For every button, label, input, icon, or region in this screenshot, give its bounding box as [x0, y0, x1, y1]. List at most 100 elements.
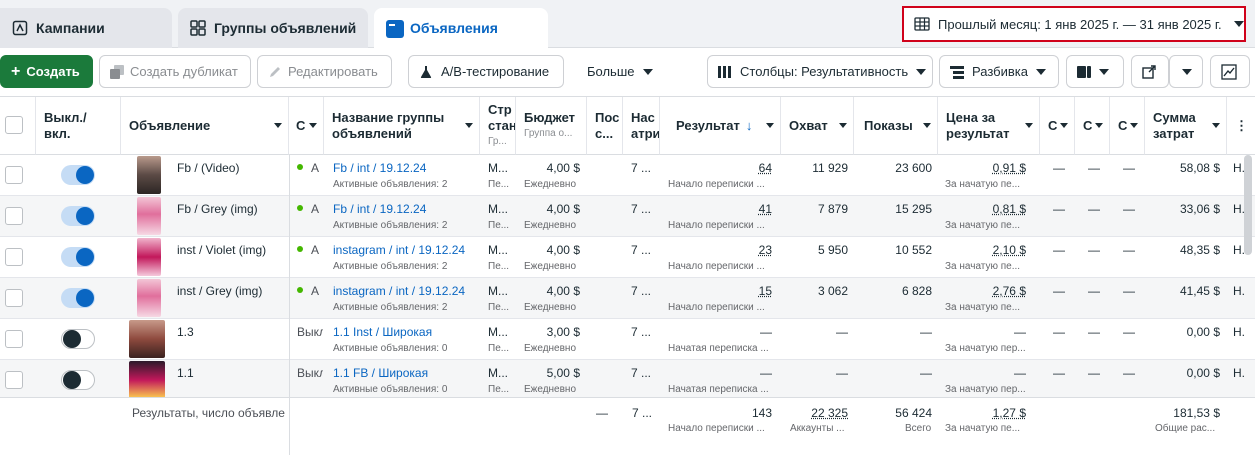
table-row[interactable]: Fb / (Video) А Fb / int / 19.12.24 Активные… — [0, 155, 1255, 196]
header-col-c2[interactable]: С — [1075, 97, 1110, 155]
footer-cpr: 1,27 $ — [945, 406, 1026, 420]
delivery-status: А — [311, 284, 323, 298]
columns-dropdown[interactable]: Столбцы: Результативность — [707, 55, 933, 88]
ab-test-button[interactable]: A/B-тестирование — [408, 55, 564, 88]
ad-toggle-switch[interactable] — [61, 206, 95, 226]
ad-name[interactable]: 1.3 — [177, 325, 287, 339]
chevron-down-icon — [916, 69, 926, 75]
ad-thumbnail[interactable] — [137, 197, 161, 235]
vertical-scrollbar[interactable] — [1244, 155, 1252, 255]
ad-toggle-switch[interactable] — [61, 288, 95, 308]
header-attribution[interactable]: Нас атри — [623, 97, 660, 155]
result-value: — — [668, 366, 772, 380]
header-delivery-label: С — [296, 118, 305, 134]
ad-toggle-switch[interactable] — [61, 247, 95, 267]
table-row[interactable]: 1.3 Выкл 1.1 Inst / Широкая Активные объявл… — [0, 319, 1255, 360]
row-checkbox[interactable] — [5, 207, 23, 225]
table-row[interactable]: inst / Grey (img) Аinstagram / int / 19.1… — [0, 278, 1255, 319]
header-last-sig-label-2: с... — [595, 126, 613, 142]
breakdown-dropdown[interactable]: Разбивка — [939, 55, 1059, 88]
select-all-checkbox[interactable] — [5, 116, 23, 134]
line-chart-icon — [1221, 64, 1237, 80]
date-range-picker[interactable]: Прошлый месяц: 1 янв 2025 г. — 31 янв 20… — [902, 6, 1246, 42]
adset-link[interactable]: instagram / int / 19.12.24 — [333, 243, 478, 257]
export-dropdown[interactable] — [1169, 55, 1203, 88]
header-result[interactable]: Результат ↓ — [660, 97, 781, 155]
delivery-status: Выкл — [297, 366, 323, 380]
attribution-value: 7 ... — [631, 325, 659, 339]
budget-value: 4,00 $ — [520, 243, 580, 257]
ad-thumbnail[interactable] — [137, 279, 161, 317]
result-sub: Начатая переписка ... — [668, 384, 776, 395]
table-row[interactable]: 1.1 Выкл 1.1 FB / Широкая Активные объявлен… — [0, 360, 1255, 401]
ad-name[interactable]: Fb / (Video) — [177, 161, 287, 175]
ad-toggle-switch[interactable] — [61, 165, 95, 185]
row-checkbox[interactable] — [5, 166, 23, 184]
header-strategy[interactable]: Стр стан Гр... — [480, 97, 516, 155]
chevron-down-icon — [839, 123, 847, 128]
ad-name[interactable]: 1.1 — [177, 366, 287, 380]
result-value: 64 — [668, 161, 772, 175]
header-cost-per-result[interactable]: Цена за результат — [938, 97, 1040, 155]
header-last-significant[interactable]: Пос с... — [587, 97, 623, 155]
header-delivery[interactable]: С — [289, 97, 324, 155]
header-toggle-label: Выкл./ вкл. — [44, 110, 104, 142]
edit-button[interactable]: Редактировать — [257, 55, 392, 88]
ad-thumbnail[interactable] — [129, 361, 165, 399]
more-dropdown[interactable]: Больше — [576, 55, 660, 88]
col-c3-value: — — [1123, 284, 1135, 298]
tab-ads[interactable]: Объявления — [374, 8, 548, 48]
header-ad[interactable]: Объявление — [121, 97, 289, 155]
header-spend[interactable]: Сумма затрат — [1145, 97, 1227, 155]
chevron-down-icon — [1036, 69, 1046, 75]
tab-campaigns[interactable]: Кампании — [0, 8, 172, 48]
header-col-c3[interactable]: С — [1110, 97, 1145, 155]
ad-toggle-switch[interactable] — [61, 329, 95, 349]
header-select-all[interactable] — [0, 97, 36, 155]
header-more[interactable]: ⋮ — [1227, 97, 1255, 155]
duplicate-button[interactable]: Создать дубликат — [99, 55, 251, 88]
ad-thumbnail[interactable] — [137, 238, 161, 276]
row-checkbox[interactable] — [5, 371, 23, 389]
create-button[interactable]: + Создать — [0, 55, 93, 88]
ad-name[interactable]: Fb / Grey (img) — [177, 202, 287, 216]
adset-link[interactable]: Fb / int / 19.12.24 — [333, 202, 478, 216]
header-budget[interactable]: Бюджет Группа о... — [516, 97, 587, 155]
adset-link[interactable]: Fb / int / 19.12.24 — [333, 161, 478, 175]
header-settings-label: Нас — [631, 110, 655, 126]
charts-button[interactable] — [1210, 55, 1250, 88]
header-impressions[interactable]: Показы — [854, 97, 938, 155]
footer-cpr-sub: За начатую пе... — [945, 423, 1029, 434]
impressions-value: 15 295 — [862, 202, 932, 216]
row-checkbox[interactable] — [5, 289, 23, 307]
reach-value: 11 929 — [790, 161, 848, 175]
tab-adsets[interactable]: Группы объявлений — [178, 8, 368, 48]
header-col-c1[interactable]: С — [1040, 97, 1075, 155]
export-button[interactable] — [1131, 55, 1169, 88]
reach-value: 7 879 — [790, 202, 848, 216]
reach-value: — — [790, 366, 848, 380]
table-row[interactable]: inst / Violet (img) Аinstagram / int / 19… — [0, 237, 1255, 278]
reports-dropdown[interactable] — [1066, 55, 1124, 88]
edit-label: Редактировать — [288, 64, 378, 79]
ad-thumbnail[interactable] — [129, 320, 165, 358]
adset-link[interactable]: instagram / int / 19.12.24 — [333, 284, 478, 298]
footer-result: 143 — [668, 406, 772, 420]
header-adset[interactable]: Название группы объявлений — [324, 97, 480, 155]
attribution-value: 7 ... — [631, 366, 659, 380]
ad-name[interactable]: inst / Violet (img) — [177, 243, 287, 257]
spend-value: 0,00 $ — [1150, 325, 1220, 339]
ad-thumbnail[interactable] — [137, 156, 161, 194]
row-checkbox[interactable] — [5, 330, 23, 348]
table-row[interactable]: Fb / Grey (img) А Fb / int / 19.12.24 Актив… — [0, 196, 1255, 237]
ad-name[interactable]: inst / Grey (img) — [177, 284, 287, 298]
adset-link[interactable]: 1.1 FB / Широкая — [333, 366, 478, 380]
ad-toggle-switch[interactable] — [61, 370, 95, 390]
last-col-value: Н... — [1233, 366, 1245, 380]
adset-link[interactable]: 1.1 Inst / Широкая — [333, 325, 478, 339]
col-c3-value: — — [1123, 366, 1135, 380]
header-toggle[interactable]: Выкл./ вкл. — [36, 97, 121, 155]
footer-impressions-sub: Всего — [905, 423, 935, 434]
row-checkbox[interactable] — [5, 248, 23, 266]
header-reach[interactable]: Охват — [781, 97, 854, 155]
